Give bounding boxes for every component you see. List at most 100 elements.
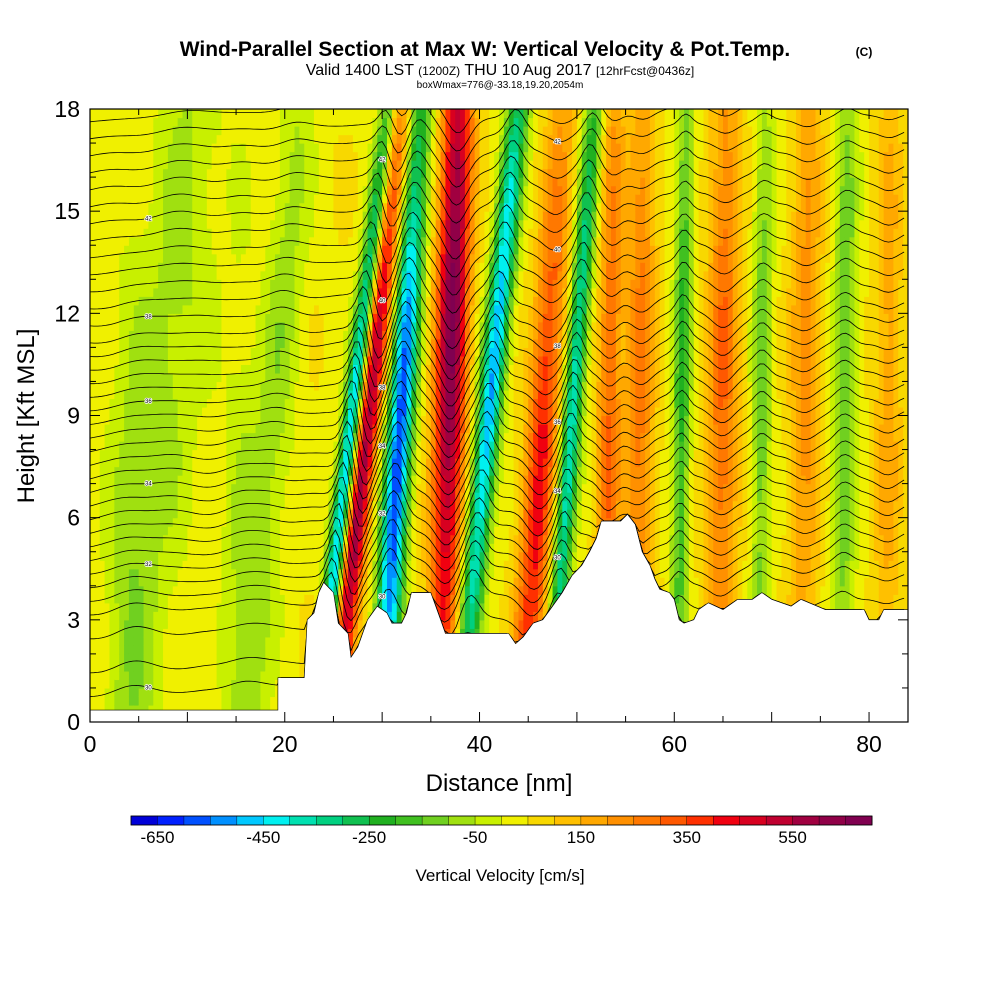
velocity-cell [309, 492, 315, 502]
velocity-cell [406, 211, 412, 221]
velocity-cell [221, 551, 227, 561]
velocity-cell [226, 126, 232, 136]
velocity-cell [396, 151, 403, 161]
velocity-cell [352, 611, 359, 621]
velocity-cell [182, 449, 188, 459]
velocity-cell [401, 330, 408, 340]
velocity-cell [411, 568, 417, 578]
velocity-cell [411, 194, 417, 204]
velocity-cell [240, 143, 247, 153]
velocity-cell [158, 645, 164, 655]
velocity-cell [411, 441, 417, 451]
velocity-cell [177, 594, 184, 604]
velocity-cell [114, 500, 120, 510]
velocity-cell [338, 551, 344, 561]
velocity-cell [148, 636, 154, 646]
velocity-cell [260, 253, 266, 263]
velocity-cell [143, 168, 150, 178]
velocity-cell [294, 253, 300, 263]
velocity-cell [158, 228, 164, 238]
velocity-cell [211, 568, 218, 578]
velocity-cell [309, 313, 315, 323]
velocity-cell [396, 475, 403, 485]
velocity-cell [221, 441, 227, 451]
velocity-cell [114, 236, 120, 246]
velocity-cell [348, 585, 354, 595]
velocity-cell [323, 321, 330, 331]
velocity-cell [206, 381, 213, 391]
velocity-cell [182, 594, 188, 604]
velocity-cell [94, 441, 101, 451]
velocity-cell [138, 568, 145, 578]
velocity-cell [90, 211, 96, 221]
velocity-cell [138, 441, 145, 451]
velocity-cell [401, 109, 408, 119]
velocity-cell [270, 185, 276, 195]
velocity-cell [211, 551, 218, 561]
velocity-cell [245, 483, 252, 493]
velocity-cell [348, 160, 354, 170]
velocity-cell [124, 415, 130, 425]
velocity-cell [211, 134, 218, 144]
velocity-cell [211, 338, 218, 348]
velocity-cell [299, 364, 305, 374]
velocity-cell [406, 389, 412, 400]
velocity-cell [172, 202, 179, 212]
velocity-cell [109, 372, 115, 383]
velocity-cell [275, 194, 281, 204]
velocity-cell [284, 126, 291, 136]
velocity-cell [119, 492, 125, 502]
velocity-cell [391, 551, 398, 561]
velocity-cell [396, 287, 403, 297]
velocity-cell [231, 670, 237, 681]
velocity-cell [304, 304, 310, 314]
velocity-cell [231, 338, 237, 348]
velocity-cell [421, 483, 427, 493]
velocity-cell [382, 338, 388, 348]
velocity-cell [216, 585, 223, 595]
velocity-cell [133, 219, 140, 229]
velocity-cell [124, 704, 130, 715]
velocity-cell [226, 236, 232, 246]
velocity-cell [338, 202, 344, 212]
velocity-cell [328, 372, 335, 383]
velocity-cell [289, 449, 296, 459]
velocity-cell [221, 449, 227, 459]
velocity-cell [260, 517, 266, 527]
velocity-cell [221, 577, 227, 587]
velocity-cell [396, 594, 403, 604]
velocity-cell [138, 611, 145, 621]
velocity-cell [279, 483, 286, 493]
velocity-cell [255, 424, 262, 434]
velocity-cell [255, 177, 262, 187]
velocity-cell [133, 500, 140, 510]
velocity-cell [279, 194, 286, 204]
velocity-cell [201, 526, 208, 536]
velocity-cell [377, 432, 383, 442]
velocity-cell [226, 194, 232, 204]
velocity-cell [411, 168, 417, 178]
velocity-cell [406, 160, 412, 170]
velocity-cell [367, 543, 374, 553]
velocity-cell [416, 253, 422, 263]
velocity-cell [323, 458, 330, 468]
velocity-cell [279, 526, 286, 536]
velocity-cell [99, 304, 106, 314]
velocity-cell [382, 151, 388, 161]
subtitle-date: THU 10 Aug 2017 [464, 62, 591, 79]
velocity-cell [138, 304, 145, 314]
velocity-cell [99, 492, 106, 502]
velocity-cell [221, 398, 227, 408]
velocity-cell [343, 551, 349, 561]
velocity-cell [362, 475, 369, 485]
velocity-cell [289, 228, 296, 238]
velocity-cell [148, 406, 154, 417]
velocity-cell [357, 202, 364, 212]
velocity-cell [304, 441, 310, 451]
velocity-cell [226, 441, 232, 451]
velocity-cell [362, 560, 369, 570]
velocity-cell [138, 645, 145, 655]
velocity-cell [245, 194, 252, 204]
velocity-cell [406, 134, 412, 144]
velocity-cell [343, 262, 349, 272]
